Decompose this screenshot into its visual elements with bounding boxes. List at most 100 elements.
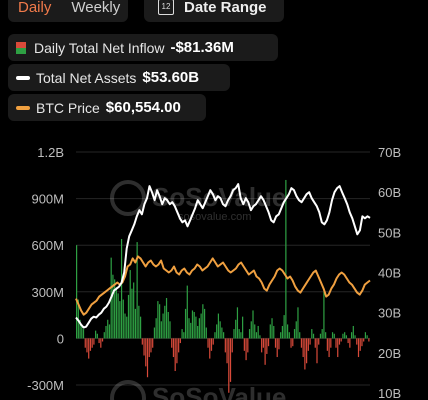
inflow-bar (333, 333, 335, 339)
inflow-bar (184, 308, 187, 339)
inflow-bar (259, 335, 261, 339)
inflow-bar (176, 338, 178, 364)
right-tick-label: 60B (378, 185, 401, 200)
btc-legend-value: $60,554.00 (105, 99, 181, 116)
inflow-bar (238, 329, 240, 339)
inflow-bar (89, 338, 92, 351)
inflow-bar (302, 338, 304, 358)
inflow-bar (314, 338, 316, 348)
inflow-bar (318, 338, 320, 345)
inflow-bar (202, 304, 204, 339)
inflow-bar (190, 322, 192, 339)
inflow-bar (285, 179, 287, 339)
inflow-bar (261, 338, 263, 353)
inflow-bar (326, 338, 328, 351)
inflow-bar (281, 325, 284, 339)
left-tick-label: -300M (27, 378, 64, 393)
watermark-logo-icon-2 (110, 380, 146, 400)
calendar-icon: 12 (158, 0, 174, 15)
right-tick-label: 20B (378, 346, 401, 361)
inflow-bar (197, 325, 199, 339)
inflow-bar (155, 318, 157, 339)
inflow-bar (352, 325, 354, 339)
inflow-bar (247, 338, 249, 353)
inflow-bar (292, 338, 294, 347)
tab-weekly[interactable]: Weekly (71, 0, 121, 16)
right-tick-label: 70B (378, 145, 401, 160)
legend-inflow[interactable]: Daily Total Net Inflow -$81.36M (8, 34, 278, 61)
inflow-bar (171, 338, 173, 348)
date-range-label: Date Range (184, 0, 267, 16)
watermark-text-2: SoSoValue (152, 382, 286, 400)
inflow-bar (344, 332, 346, 339)
inflow-bar (214, 332, 216, 339)
inflow-bar (276, 338, 278, 358)
date-range-button[interactable]: 12 Date Range (144, 0, 284, 22)
inflow-bar (160, 321, 162, 339)
inflow-bar (316, 338, 318, 364)
inflow-bar (191, 310, 194, 339)
inflow-bar (267, 338, 270, 347)
inflow-bar (337, 338, 339, 358)
inflow-bar (269, 324, 271, 339)
inflow-bar (143, 338, 145, 356)
inflow-bar (138, 305, 140, 339)
inflow-bar (148, 338, 150, 358)
inflow-bar (193, 311, 195, 339)
inflow-bar (283, 315, 285, 339)
inflow-bar (122, 299, 124, 339)
inflow-bar (86, 338, 88, 353)
inflow-bar (79, 319, 81, 339)
legend-btc-price[interactable]: BTC Price $60,554.00 (8, 94, 206, 121)
inflow-bar (254, 324, 256, 339)
inflow-bar (264, 338, 266, 365)
inflow-bar (338, 338, 341, 345)
inflow-bar (349, 338, 351, 348)
right-tick-label: 40B (378, 266, 401, 281)
inflow-bar (356, 338, 358, 345)
inflow-bar (100, 338, 102, 348)
inflow-bar (295, 321, 297, 339)
right-tick-label: 30B (378, 306, 401, 321)
inflow-legend-label: Daily Total Net Inflow (34, 39, 165, 56)
inflow-bar (167, 311, 169, 339)
inflow-bar (108, 324, 111, 339)
inflow-bar (126, 316, 128, 339)
inflow-bar (307, 338, 309, 351)
inflow-bar (309, 338, 311, 345)
right-axis: 70B 60B 50B 40B 30B 20B 10B (378, 145, 401, 400)
inflow-bar (81, 324, 83, 339)
inflow-bar (200, 313, 202, 339)
inflow-bar (216, 324, 218, 339)
period-toggle: Daily Weekly (8, 0, 128, 22)
left-tick-label: 900M (31, 192, 64, 207)
inflow-bar (150, 338, 152, 353)
inflow-bar (300, 338, 303, 348)
inflow-bar (321, 329, 323, 339)
inflow-bar (368, 338, 370, 342)
inflow-bar (145, 338, 147, 367)
inflow-bar (101, 338, 104, 342)
inflow-bar (119, 301, 121, 339)
inflow-bar (325, 332, 327, 339)
inflow-bar (345, 335, 347, 339)
inflow-bar (299, 332, 301, 339)
tab-daily[interactable]: Daily (18, 0, 52, 16)
inflow-bar (159, 304, 161, 339)
inflow-bar (228, 338, 230, 393)
inflow-bar (328, 338, 330, 358)
net-assets-legend-label: Total Net Assets (36, 69, 137, 86)
inflow-bar (231, 338, 233, 353)
inflow-bar (236, 307, 239, 339)
inflow-bar (306, 338, 308, 364)
btc-price-line (75, 255, 371, 316)
inflow-legend-value: -$81.36M (170, 39, 234, 56)
left-tick-label: 600M (31, 238, 64, 253)
inflow-bar (286, 324, 289, 339)
inflow-bar (229, 338, 232, 382)
legend-net-assets[interactable]: Total Net Assets $53.60B (8, 64, 230, 91)
inflow-bar (129, 270, 131, 339)
inflow-bar (183, 332, 185, 339)
inflow-bar (323, 291, 325, 339)
inflow-bar (278, 338, 280, 350)
